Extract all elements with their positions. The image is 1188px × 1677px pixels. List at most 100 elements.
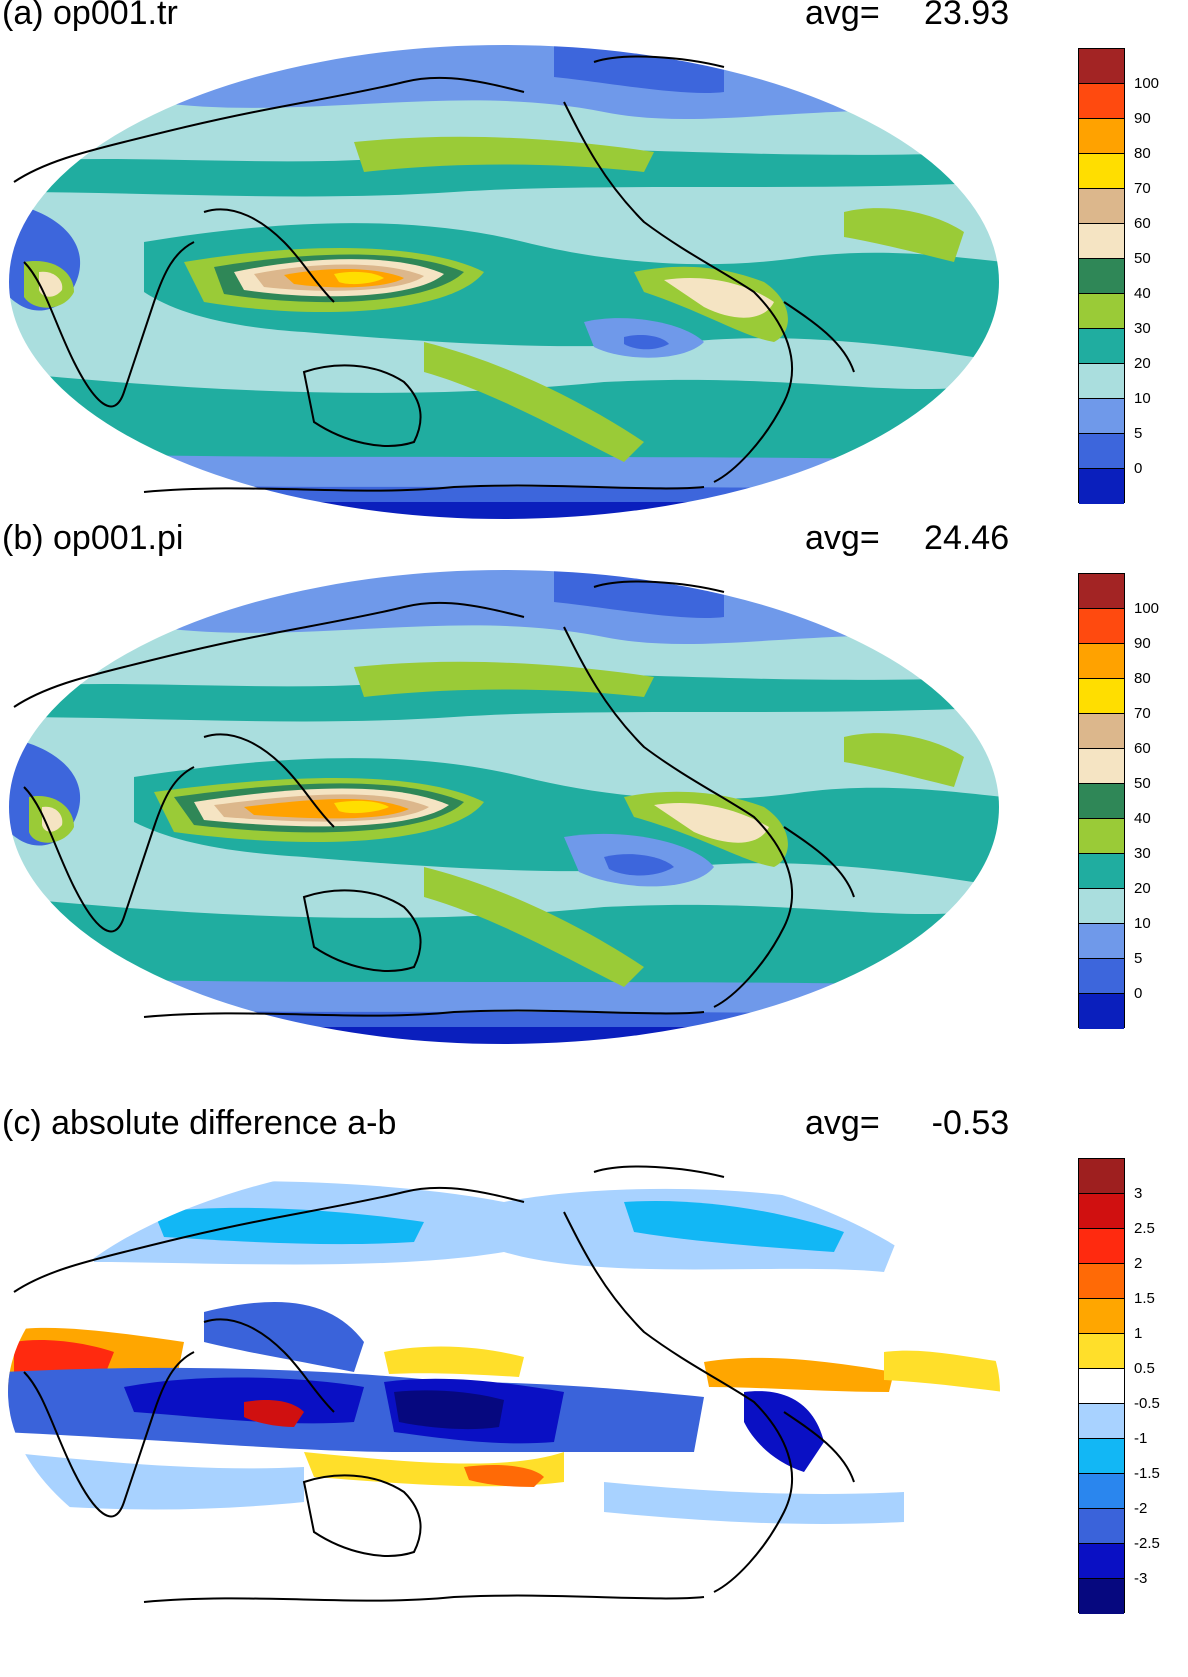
colorbar-swatch [1079,84,1124,119]
colorbar-swatch [1079,959,1124,994]
colorbar-swatch [1079,119,1124,154]
colorbar-label: 10 [1134,915,1151,932]
colorbar-label: 50 [1134,250,1151,267]
colorbar-swatch [1079,889,1124,924]
colorbar-label: -2 [1134,1500,1148,1517]
panel-a-title: (a) op001.tr [2,0,178,32]
colorbar-label: 30 [1134,845,1151,862]
colorbar-swatch [1079,224,1124,259]
colorbar-label: 80 [1134,145,1151,162]
colorbar-label: 50 [1134,775,1151,792]
colorbar-swatch [1079,749,1124,784]
colorbar-swatch [1079,994,1124,1029]
colorbar-swatch [1079,434,1124,469]
colorbar-swatch [1079,189,1124,224]
colorbar-label: 60 [1134,740,1151,757]
colorbar-label: 5 [1134,950,1143,967]
panel-c: (c) absolute difference a-b avg= -0.53 [0,1104,1188,1670]
colorbar-label: 80 [1134,670,1151,687]
panel-a-map [4,42,1004,522]
colorbar-swatch [1079,364,1124,399]
colorbar-swatch [1079,399,1124,434]
colorbar-label: 1.5 [1134,1290,1155,1307]
colorbar-label: 20 [1134,880,1151,897]
colorbar-label: 2.5 [1134,1220,1155,1237]
colorbar-swatch [1079,1474,1124,1509]
panel-a-avg: avg= 23.93 [805,0,1009,33]
colorbar-label: 100 [1134,600,1160,617]
colorbar-label: 0 [1134,985,1143,1002]
colorbar-label: 60 [1134,215,1151,232]
colorbar-label: -2.5 [1134,1535,1160,1552]
panel-c-title: (c) absolute difference a-b [2,1104,397,1142]
colorbar-swatch [1079,259,1124,294]
colorbar-swatch [1079,1544,1124,1579]
colorbar-swatch [1079,1159,1124,1194]
colorbar-swatch [1079,1404,1124,1439]
colorbar-label: 0 [1134,460,1143,477]
colorbar-swatch [1079,154,1124,189]
colorbar-label: 1 [1134,1325,1143,1342]
panel-b: (b) op001.pi avg= 24.46 [0,519,1188,1085]
colorbar-label: -0.5 [1134,1395,1160,1412]
panel-b-colorbar: 100 90 80 70 60 50 40 30 20 10 5 0 [1078,573,1188,1029]
colorbar-label: 20 [1134,355,1151,372]
panel-b-avg: avg= 24.46 [805,519,1009,558]
panel-a: (a) op001.tr avg= 23.93 [0,0,1188,560]
colorbar-label: 40 [1134,285,1151,302]
precip-map-a [7,43,1001,521]
colorbar-swatch [1079,1334,1124,1369]
panel-c-colorbar-swatches [1078,1158,1125,1614]
panel-b-map [4,567,1004,1047]
colorbar-swatch [1079,1194,1124,1229]
colorbar-swatch [1079,1439,1124,1474]
colorbar-label: 2 [1134,1255,1143,1272]
colorbar-swatch [1079,49,1124,84]
colorbar-swatch [1079,819,1124,854]
colorbar-label: 40 [1134,810,1151,827]
panel-c-avg-label: avg= [805,1104,880,1142]
colorbar-label: 30 [1134,320,1151,337]
colorbar-label: 100 [1134,75,1160,92]
colorbar-label: -1.5 [1134,1465,1160,1482]
colorbar-swatch [1079,1509,1124,1544]
colorbar-label: 90 [1134,110,1151,127]
colorbar-swatch [1079,1229,1124,1264]
colorbar-swatch [1079,924,1124,959]
colorbar-swatch [1079,294,1124,329]
colorbar-label: -1 [1134,1430,1148,1447]
panel-a-colorbar-swatches [1078,48,1125,504]
panel-b-colorbar-swatches [1078,573,1125,1029]
difference-map-c [8,1154,1000,1630]
panel-b-avg-label: avg= [805,519,880,557]
panel-a-avg-label: avg= [805,0,880,32]
panel-c-avg-value: -0.53 [931,1104,1010,1142]
colorbar-swatch [1079,574,1124,609]
panel-c-map [4,1152,1004,1632]
colorbar-swatch [1079,609,1124,644]
colorbar-swatch [1079,784,1124,819]
colorbar-label: 70 [1134,180,1151,197]
panel-a-colorbar: 100 90 80 70 60 50 40 30 20 10 5 0 [1078,48,1188,504]
precip-map-b [7,568,1001,1046]
panel-c-colorbar: 3 2.5 2 1.5 1 0.5 -0.5 -1 -1.5 -2 -2.5 -3 [1078,1158,1188,1614]
colorbar-label: 3 [1134,1185,1143,1202]
colorbar-label: -3 [1134,1570,1148,1587]
colorbar-swatch [1079,1264,1124,1299]
colorbar-swatch [1079,1579,1124,1614]
panel-b-title: (b) op001.pi [2,519,184,557]
colorbar-swatch [1079,854,1124,889]
colorbar-swatch [1079,329,1124,364]
colorbar-swatch [1079,644,1124,679]
panel-c-avg: avg= -0.53 [805,1104,1009,1143]
colorbar-label: 70 [1134,705,1151,722]
panel-b-avg-value: 24.46 [924,519,1010,557]
colorbar-swatch [1079,469,1124,504]
colorbar-label: 10 [1134,390,1151,407]
colorbar-label: 90 [1134,635,1151,652]
colorbar-swatch [1079,679,1124,714]
colorbar-swatch [1079,1369,1124,1404]
colorbar-swatch [1079,1299,1124,1334]
colorbar-label: 0.5 [1134,1360,1155,1377]
colorbar-swatch [1079,714,1124,749]
